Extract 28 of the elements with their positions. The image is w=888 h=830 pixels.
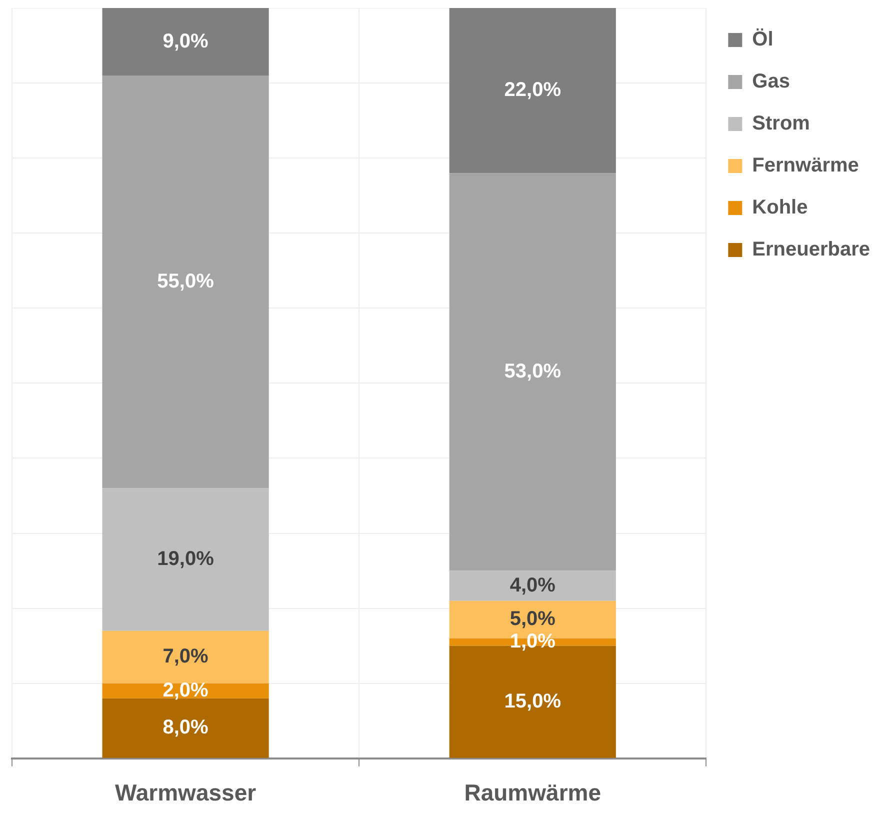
bar [449, 570, 616, 601]
legend-label: Strom [752, 112, 810, 135]
data-label: 55,0% [157, 270, 214, 292]
data-label: 7,0% [162, 646, 209, 668]
data-label: 8,0% [162, 716, 209, 739]
x-tick-label: Raumwärme [464, 780, 602, 806]
data-label: 5,0% [510, 608, 556, 630]
legend-label: Öl [752, 28, 774, 51]
x-tick-label: Warmwasser [115, 780, 256, 806]
legend-label: Erneuerbare [752, 238, 870, 261]
bar [102, 488, 269, 631]
bar [102, 698, 269, 758]
bar [102, 76, 269, 488]
bar [449, 173, 616, 571]
data-label: 9,0% [162, 30, 209, 52]
bar [449, 8, 616, 174]
legend-label: Kohle [752, 196, 808, 219]
data-label: 19,0% [157, 548, 214, 570]
data-label: 22,0% [504, 79, 562, 102]
legend-label: Fernwärme [752, 154, 859, 177]
bar [102, 630, 269, 684]
data-label: 15,0% [504, 690, 562, 712]
data-label: 2,0% [162, 679, 209, 702]
data-label: 53,0% [504, 360, 562, 382]
data-label: 4,0% [510, 574, 556, 596]
legend-label: Gas [752, 70, 790, 93]
data-label: 1,0% [510, 630, 556, 653]
bar [102, 8, 269, 76]
